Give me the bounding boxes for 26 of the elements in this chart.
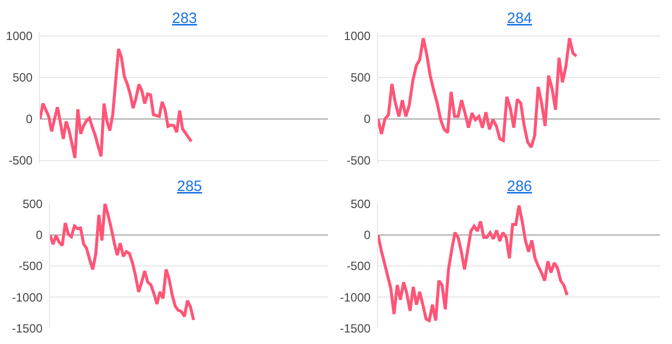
chart-title: 285 — [177, 178, 202, 195]
y-tick-label: -1000 — [340, 290, 371, 304]
chart-title: 286 — [507, 178, 532, 195]
line-series — [50, 204, 196, 322]
y-tick-label: 0 — [26, 112, 33, 126]
y-tick-label: -500 — [8, 154, 33, 168]
y-tick-label: -500 — [346, 259, 371, 274]
chart-title: 283 — [172, 10, 198, 27]
y-tick-label: 1000 — [344, 28, 371, 43]
y-tick-label: 500 — [12, 70, 33, 85]
y-tick-label: -1500 — [340, 322, 371, 336]
y-tick-label: 0 — [364, 228, 371, 242]
y-tick-label: 0 — [36, 228, 43, 242]
y-tick-label: -500 — [346, 154, 371, 168]
y-tick-label: -1000 — [12, 290, 43, 304]
y-tick-label: -1500 — [12, 322, 43, 336]
y-tick-label: 500 — [350, 70, 371, 85]
y-tick-label: 500 — [22, 196, 43, 211]
y-tick-label: 0 — [364, 112, 371, 126]
line-series — [378, 204, 569, 322]
line-series — [40, 48, 193, 160]
chart-title: 284 — [507, 10, 532, 27]
y-tick-label: 500 — [350, 196, 371, 211]
line-series — [378, 36, 578, 149]
y-tick-label: -500 — [18, 259, 43, 274]
y-tick-label: 1000 — [6, 28, 33, 43]
